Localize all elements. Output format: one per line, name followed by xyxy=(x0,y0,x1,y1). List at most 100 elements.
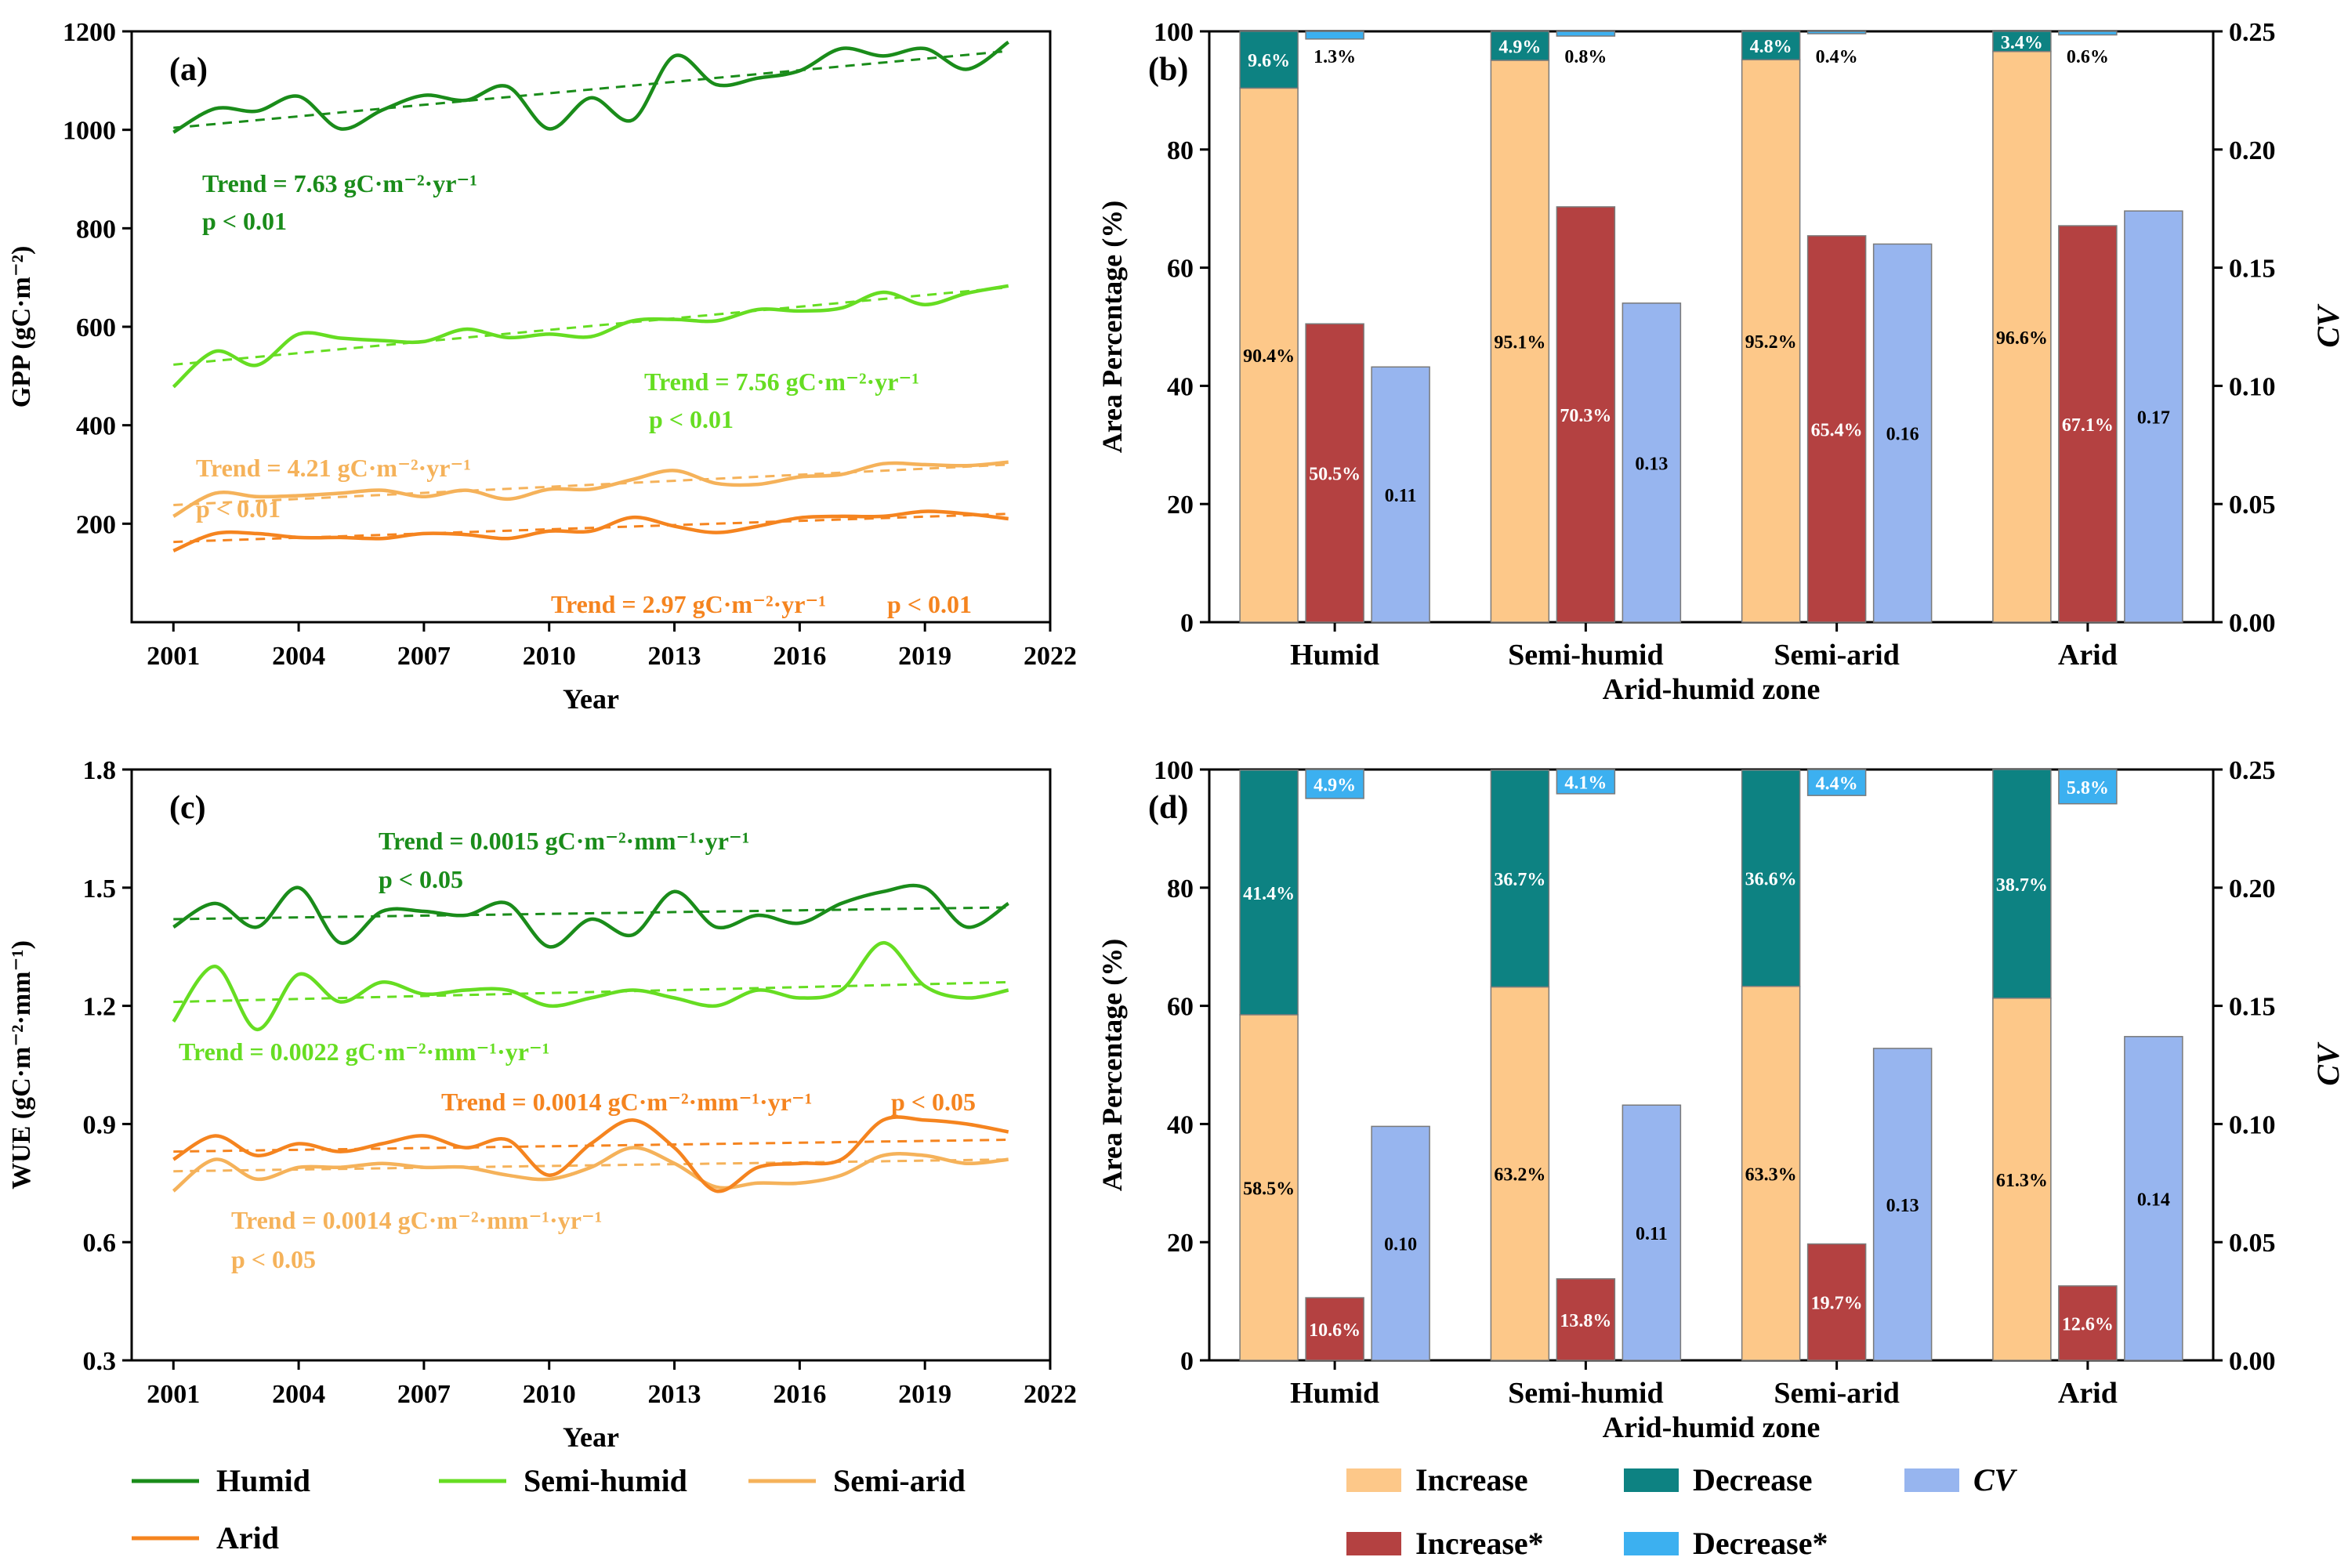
x-tick-label: Arid xyxy=(2058,1377,2118,1410)
y2-tick-label: 0.00 xyxy=(2229,609,2276,638)
trend-line xyxy=(173,906,1009,921)
bar-increase-significant-label: 19.7% xyxy=(1811,1294,1863,1314)
bar-cv-label: 0.16 xyxy=(1886,425,1919,445)
bar-decrease-label: 3.4% xyxy=(2001,33,2043,53)
series-line xyxy=(172,883,1009,949)
series-arid xyxy=(172,1115,1009,1193)
y-tick-label: 60 xyxy=(1167,993,1194,1022)
bar-increase-significant-label: 67.1% xyxy=(2062,415,2114,436)
series-semi-humid xyxy=(172,284,1009,389)
bar-cv-label: 0.13 xyxy=(1635,454,1668,474)
trend-line xyxy=(173,49,1009,129)
bar-increase-significant xyxy=(1556,206,1616,623)
bar-decrease-significant-label: 5.8% xyxy=(2067,778,2109,798)
bar-increase-significant xyxy=(1806,1243,1867,1361)
legend-bar-label: CV xyxy=(1973,1462,2018,1497)
bar-decrease-significant-label: 4.4% xyxy=(1816,774,1858,795)
bar-cv xyxy=(2124,210,2183,623)
series-line xyxy=(172,940,1009,1032)
bar-increase-significant-label: 65.4% xyxy=(1811,420,1863,440)
y-axis-title: GPP (gC·m⁻²) xyxy=(7,246,36,408)
bar-cv xyxy=(1621,302,1682,623)
series-semi-arid xyxy=(172,460,1009,518)
legend-bar-swatch xyxy=(1624,1468,1679,1492)
y-tick-label: 0.3 xyxy=(83,1347,117,1376)
trend-annotation: Trend = 7.63 gC·m⁻²·yr⁻¹ xyxy=(202,169,477,197)
bar-increase-significant xyxy=(1305,323,1364,623)
x-tick-label: 2019 xyxy=(898,642,951,671)
legend-bar-swatch xyxy=(1346,1532,1401,1555)
y2-tick-label: 0.10 xyxy=(2229,1110,2276,1139)
y-axis-title: WUE (gC·m⁻²·mm⁻¹) xyxy=(7,940,36,1190)
legend-bar-swatch xyxy=(1624,1532,1679,1555)
bar-decrease-label: 4.8% xyxy=(1750,37,1792,57)
y2-axis-title: CV xyxy=(2310,1041,2346,1086)
bar-increase xyxy=(1741,985,1801,1361)
series-line xyxy=(172,40,1010,134)
legend-bar-swatch xyxy=(1904,1468,1959,1492)
bar-increase-significant xyxy=(1806,235,1867,623)
p-value-annotation: p < 0.01 xyxy=(196,494,281,523)
x-tick-label: Arid xyxy=(2058,639,2118,672)
panel-c: 2001 2004 2007 2010 2013 2016 2019 2022 0.3 0.6 0.… xyxy=(7,756,1077,1453)
y-tick-label: 100 xyxy=(1154,756,1194,785)
bar-increase-label: 58.5% xyxy=(1243,1179,1295,1199)
bar-decrease-significant xyxy=(2058,31,2118,36)
x-tick-label: 2007 xyxy=(397,642,451,671)
bar-group-arid: Arid 61.3% 38.7% 12.6% 5.8% 0.14 xyxy=(1992,769,2183,1410)
legend-lines: Humid Semi-humid Semi-arid Arid xyxy=(132,1463,966,1555)
bar-increase-significant xyxy=(1556,1278,1616,1361)
bar-group-arid: Arid 96.6% 3.4% 67.1% 0.6% 0.17 xyxy=(1992,31,2183,672)
trend-annotation: Trend = 0.0022 gC·m⁻²·mm⁻¹·yr⁻¹ xyxy=(179,1037,549,1066)
series-arid xyxy=(172,509,1009,552)
panel-a: 2001 2004 2007 2010 2013 2016 2019 2022 200 400 60… xyxy=(7,18,1077,715)
x-tick-label: 2010 xyxy=(523,642,576,671)
bar-increase-label: 63.2% xyxy=(1494,1165,1545,1186)
y2-tick-label: 0.15 xyxy=(2229,993,2276,1022)
y-tick-label: 80 xyxy=(1167,136,1194,165)
bar-decrease-label: 9.6% xyxy=(1248,51,1290,71)
x-tick-label: 2001 xyxy=(147,642,200,671)
x-tick-label: 2013 xyxy=(648,1380,701,1409)
bar-increase-label: 95.1% xyxy=(1494,332,1545,353)
y-tick-label: 100 xyxy=(1154,18,1194,47)
x-tick-label: 2022 xyxy=(1024,1380,1077,1409)
bar-cv xyxy=(1621,1104,1682,1361)
p-value-annotation: p < 0.05 xyxy=(231,1245,316,1273)
x-axis-title: Arid-humid zone xyxy=(1603,1411,1821,1444)
bar-group-semi-arid: Semi-arid 63.3% 36.6% 19.7% 4.4% 0.13 xyxy=(1741,769,1933,1410)
y-tick-label: 1.5 xyxy=(83,875,117,904)
bar-decrease xyxy=(1992,31,2052,53)
trend-line xyxy=(173,463,1009,506)
y-tick-label: 1.8 xyxy=(83,756,117,785)
bar-increase-label: 96.6% xyxy=(1996,328,2048,349)
y-tick-label: 40 xyxy=(1167,1110,1194,1139)
bar-increase-label: 61.3% xyxy=(1996,1171,2048,1191)
bar-decrease-significant xyxy=(1556,31,1616,37)
y2-tick-label: 0.20 xyxy=(2229,136,2276,165)
bar-decrease-label: 41.4% xyxy=(1243,884,1295,904)
bar-cv xyxy=(1371,1125,1430,1361)
x-tick-label: 2013 xyxy=(648,642,701,671)
trend-line xyxy=(173,1158,1009,1173)
bar-cv xyxy=(1872,1048,1933,1361)
bar-decrease-significant-label: 4.1% xyxy=(1564,773,1607,793)
series-line xyxy=(172,1115,1009,1193)
y-tick-label: 0 xyxy=(1180,1347,1194,1376)
bar-cv-label: 0.13 xyxy=(1886,1196,1919,1216)
bar-cv xyxy=(1371,366,1430,623)
bar-decrease-significant xyxy=(1305,31,1364,40)
p-value-annotation: p < 0.05 xyxy=(379,865,463,893)
x-tick-label: 2019 xyxy=(898,1380,951,1409)
trend-annotation: Trend = 2.97 gC·m⁻²·yr⁻¹ xyxy=(551,590,826,618)
p-value-annotation: p < 0.01 xyxy=(887,590,972,618)
bar-decrease-significant-label: 0.6% xyxy=(2067,47,2109,67)
bar-increase-significant xyxy=(2058,1285,2118,1361)
bar-decrease-significant xyxy=(1556,769,1616,795)
bar-decrease-label: 36.7% xyxy=(1494,870,1545,890)
bar-decrease-label: 36.6% xyxy=(1745,870,1797,890)
bar-increase-significant-label: 13.8% xyxy=(1560,1311,1611,1331)
legend-bar-swatch xyxy=(1346,1468,1401,1492)
legend-line-label: Semi-humid xyxy=(524,1463,687,1498)
y2-tick-label: 0.20 xyxy=(2229,875,2276,904)
